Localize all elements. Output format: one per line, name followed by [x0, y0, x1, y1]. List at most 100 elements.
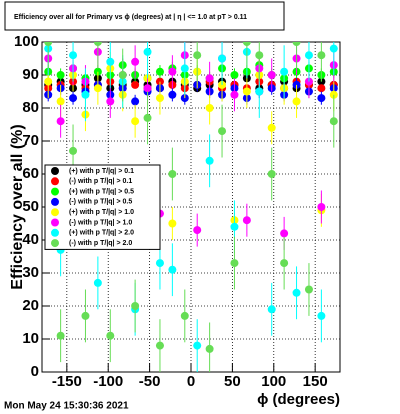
legend-label: (-) with p T/|q| > 0.5	[69, 199, 132, 206]
data-point	[230, 222, 239, 231]
data-point	[180, 311, 189, 320]
data-point	[255, 51, 264, 60]
data-point	[329, 44, 338, 53]
x-tick-label: -100	[93, 373, 123, 390]
data-point	[193, 226, 202, 235]
data-point	[242, 216, 251, 225]
data-point	[242, 42, 251, 46]
data-point	[44, 77, 53, 86]
data-point	[69, 51, 78, 60]
y-tick-label: 40	[22, 231, 39, 248]
y-tick-label: 0	[31, 363, 39, 380]
y-tick-label: 20	[22, 297, 39, 314]
data-point	[131, 97, 140, 106]
data-point	[168, 90, 177, 99]
timestamp: Mon May 24 15:30:36 2021	[4, 401, 129, 412]
legend-marker	[51, 208, 59, 217]
data-point	[56, 331, 65, 340]
y-tick-label: 90	[22, 66, 39, 83]
data-point	[292, 97, 301, 106]
data-point	[292, 42, 301, 46]
data-point	[131, 80, 140, 89]
x-tick-label: -150	[52, 373, 82, 390]
legend-label: (+) with p T/|q| > 1.0	[69, 209, 134, 216]
data-point	[56, 117, 65, 126]
x-tick-label: 100	[261, 373, 286, 390]
data-point	[267, 123, 276, 132]
data-point	[168, 170, 177, 178]
data-point	[292, 288, 301, 297]
data-point	[155, 67, 164, 76]
data-point	[56, 97, 65, 106]
data-point	[93, 84, 102, 93]
x-tick-label: -50	[139, 373, 161, 390]
data-point	[143, 84, 152, 93]
data-point	[180, 64, 189, 73]
data-point	[218, 127, 227, 136]
data-point	[267, 71, 276, 79]
data-point	[317, 311, 326, 320]
data-point	[255, 87, 264, 96]
data-point	[304, 51, 313, 60]
legend-marker	[51, 197, 59, 206]
data-point	[44, 42, 53, 46]
x-tick-label: 150	[303, 373, 328, 390]
data-point	[317, 203, 326, 211]
data-point	[205, 156, 214, 165]
data-point	[131, 302, 140, 310]
legend-label: (+) with p T/|q| > 0.1	[69, 168, 134, 175]
data-point	[280, 229, 289, 238]
data-point	[143, 47, 152, 56]
data-point	[155, 341, 164, 350]
data-point	[317, 51, 326, 60]
y-tick-label: 50	[22, 198, 39, 215]
y-tick-label: 10	[22, 330, 39, 347]
x-tick-label: 50	[224, 373, 241, 390]
data-point	[267, 305, 276, 314]
y-axis-label: Efficiency over all (%)	[9, 124, 26, 289]
data-point	[56, 71, 65, 79]
data-point	[193, 341, 202, 350]
legend-marker	[51, 187, 59, 196]
data-point	[280, 259, 289, 268]
legend-label: (-) with p T/|q| > 1.0	[69, 219, 132, 226]
data-point	[205, 74, 214, 83]
data-point	[168, 67, 177, 76]
data-point	[230, 71, 239, 79]
data-point	[69, 94, 78, 103]
legend-label: (-) with p T/|q| > 2.0	[69, 240, 132, 247]
data-point	[131, 57, 140, 66]
chart-title: Efficiency over all for Primary vs ϕ (de…	[14, 14, 247, 21]
legend-marker	[51, 167, 59, 175]
data-point	[118, 71, 127, 79]
data-point	[205, 344, 214, 353]
data-point	[230, 90, 239, 99]
data-point	[168, 265, 177, 274]
legend-label: (+) with p T/|q| > 2.0	[69, 230, 134, 237]
legend-marker	[51, 177, 59, 186]
data-point	[218, 54, 227, 63]
data-point	[267, 170, 276, 178]
data-point	[304, 285, 313, 294]
y-tick-label: 70	[22, 132, 39, 149]
y-tick-label: 80	[22, 99, 39, 116]
data-point	[168, 219, 177, 228]
data-point	[329, 117, 338, 126]
y-tick-label: 100	[14, 33, 39, 50]
data-point	[106, 97, 115, 106]
data-point	[143, 113, 152, 122]
data-point	[317, 94, 326, 103]
data-point	[69, 146, 78, 155]
title-box	[4, 1, 285, 31]
legend-marker	[51, 228, 59, 237]
legend-label: (+) with p T/|q| > 0.5	[69, 188, 134, 195]
data-point	[155, 259, 164, 268]
plot-frame	[41, 41, 341, 373]
data-point	[205, 104, 214, 112]
data-point	[93, 278, 102, 287]
data-point	[81, 90, 90, 99]
data-point	[193, 51, 202, 60]
plot-area	[44, 42, 338, 372]
data-point	[155, 94, 164, 103]
